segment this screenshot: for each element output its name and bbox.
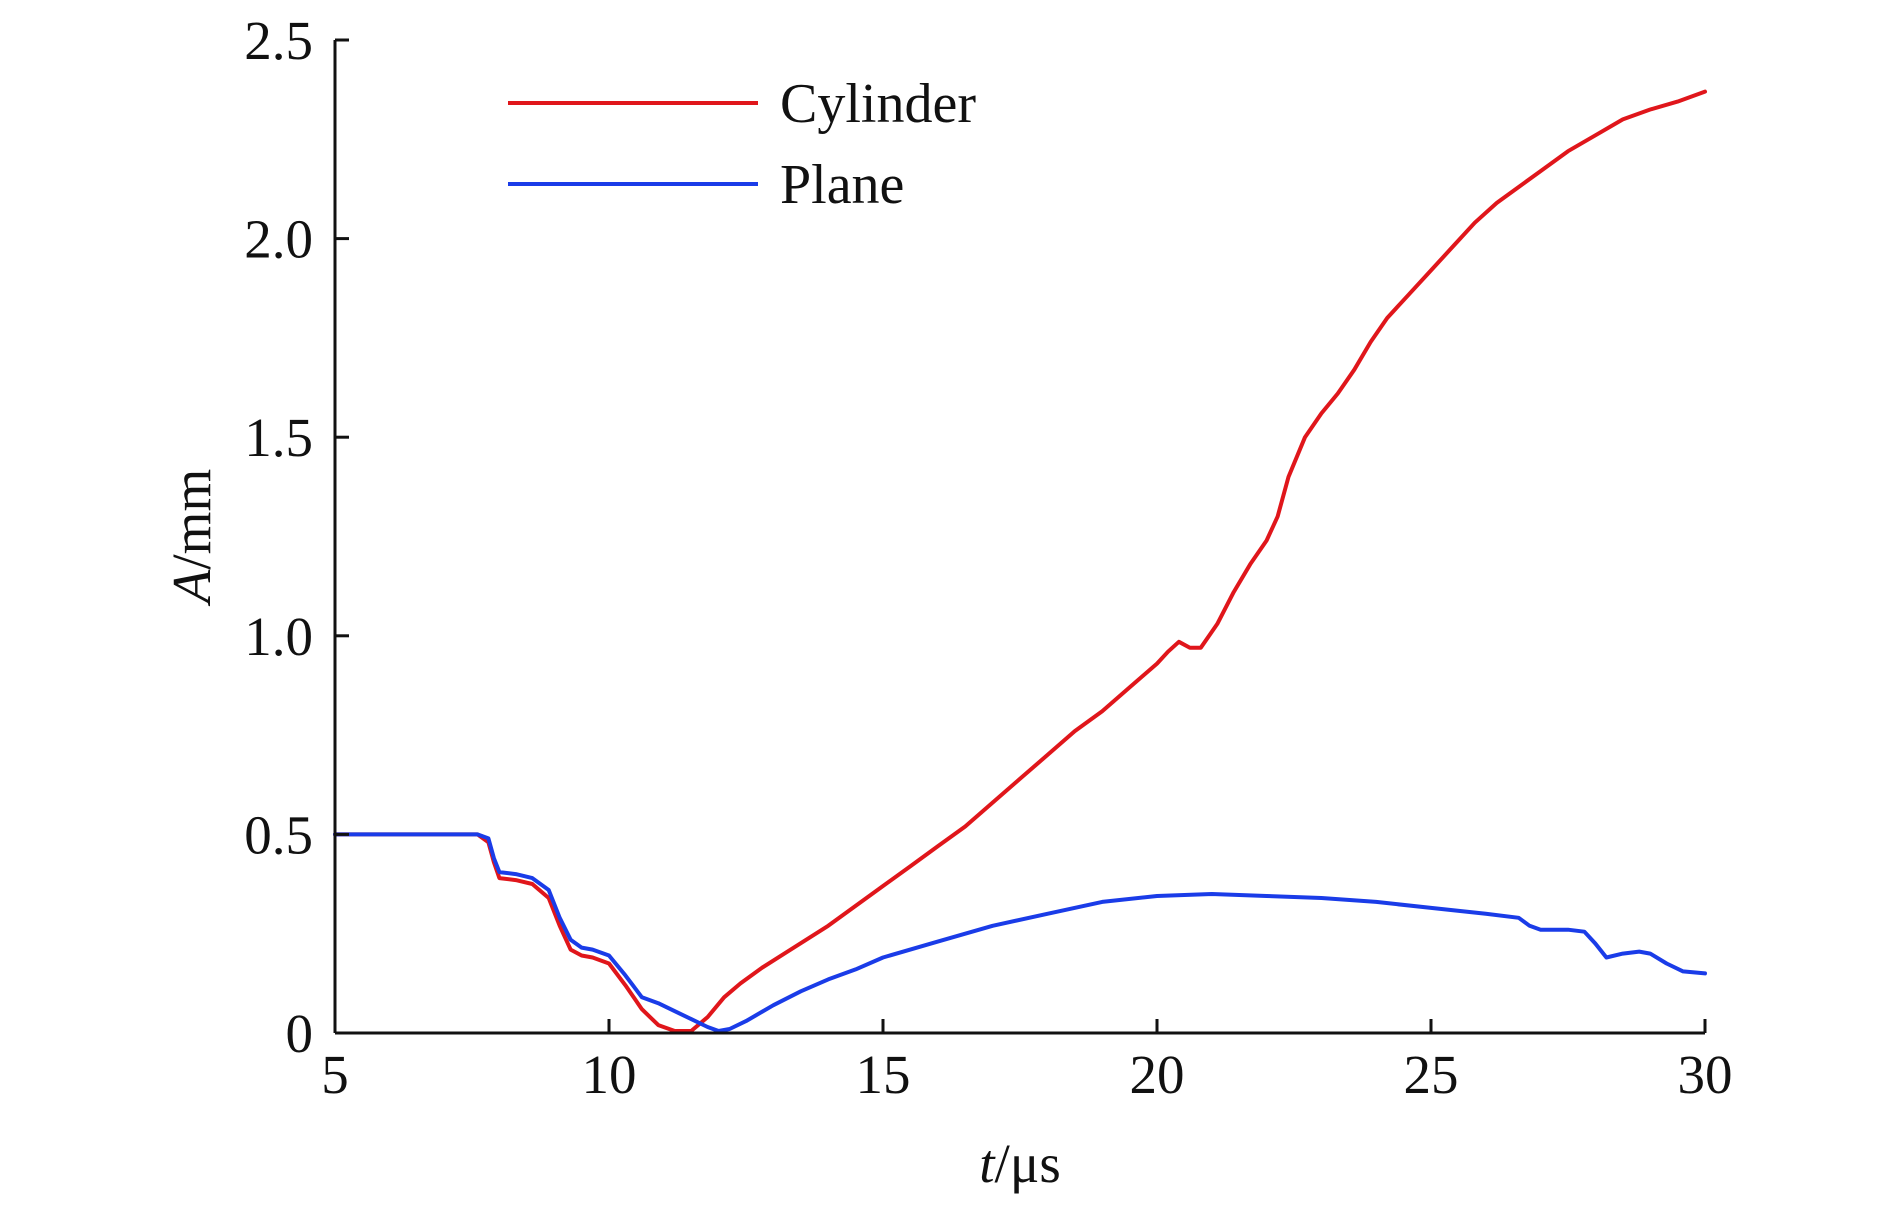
y-axis-label-var: A bbox=[161, 569, 222, 607]
series-line-plane bbox=[333, 832, 1707, 1033]
y-tick-label: 2.5 bbox=[244, 10, 313, 71]
y-axis-label-unit: /mm bbox=[161, 469, 222, 570]
legend: Cylinder Plane bbox=[508, 73, 976, 216]
y-tick-label: 2.0 bbox=[244, 209, 313, 270]
y-tick-label: 0.5 bbox=[244, 804, 313, 865]
y-tick-label: 1.0 bbox=[244, 606, 313, 667]
x-tick-label: 25 bbox=[1404, 1044, 1459, 1105]
x-tick-label: 15 bbox=[856, 1044, 911, 1105]
x-axis-label: t/μs bbox=[979, 1133, 1060, 1194]
series-layer bbox=[333, 89, 1707, 1033]
legend-label-cylinder: Cylinder bbox=[780, 73, 976, 135]
x-axis-label-unit: /μs bbox=[995, 1133, 1061, 1194]
ticks-layer: 5 10 15 20 25 30 0 0.5 1.0 1.5 2.0 2.5 bbox=[244, 10, 1732, 1105]
series-line-cylinder bbox=[333, 89, 1707, 1033]
x-tick-label: 10 bbox=[582, 1044, 637, 1105]
legend-label-plane: Plane bbox=[780, 154, 904, 216]
x-tick-label: 30 bbox=[1678, 1044, 1733, 1105]
x-tick-label: 5 bbox=[321, 1044, 349, 1105]
axes-layer bbox=[333, 40, 1705, 1035]
y-tick-label: 0 bbox=[286, 1003, 314, 1064]
y-tick-label: 1.5 bbox=[244, 407, 313, 468]
y-axis-label: A/mm bbox=[161, 469, 222, 607]
x-tick-label: 20 bbox=[1130, 1044, 1185, 1105]
x-axis-label-var: t bbox=[979, 1133, 996, 1194]
